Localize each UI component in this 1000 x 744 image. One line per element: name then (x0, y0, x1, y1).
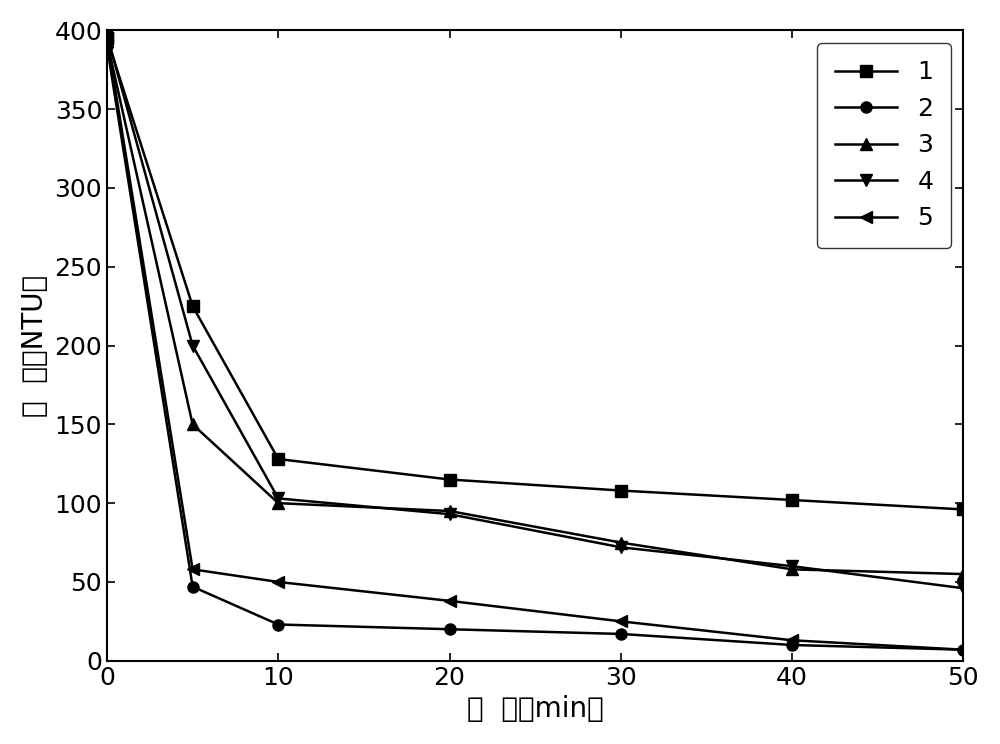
1 (444, 475, 456, 484)
3 (957, 570, 969, 579)
Line: 4: 4 (101, 30, 969, 594)
3 (615, 538, 627, 547)
1 (187, 301, 199, 310)
Line: 5: 5 (101, 33, 969, 655)
2 (101, 42, 113, 51)
3 (444, 507, 456, 516)
4 (957, 584, 969, 593)
2 (786, 641, 798, 650)
3 (187, 420, 199, 429)
4 (272, 494, 284, 503)
2 (957, 645, 969, 654)
5 (187, 565, 199, 574)
5 (444, 597, 456, 606)
2 (444, 625, 456, 634)
4 (187, 341, 199, 350)
2 (272, 620, 284, 629)
Line: 3: 3 (101, 36, 969, 580)
3 (786, 565, 798, 574)
2 (187, 583, 199, 591)
5 (101, 33, 113, 42)
1 (957, 505, 969, 514)
1 (272, 455, 284, 464)
Line: 1: 1 (101, 33, 969, 515)
1 (786, 496, 798, 504)
3 (101, 37, 113, 46)
5 (615, 617, 627, 626)
X-axis label: 时  间（min）: 时 间（min） (467, 695, 604, 723)
4 (101, 31, 113, 39)
4 (444, 510, 456, 519)
4 (615, 543, 627, 552)
Legend: 1, 2, 3, 4, 5: 1, 2, 3, 4, 5 (817, 43, 951, 248)
1 (615, 486, 627, 495)
Line: 2: 2 (101, 40, 969, 655)
Y-axis label: 浊  度（NTU）: 浊 度（NTU） (21, 275, 49, 417)
5 (272, 577, 284, 586)
5 (786, 636, 798, 645)
5 (957, 645, 969, 654)
4 (786, 562, 798, 571)
2 (615, 629, 627, 638)
3 (272, 498, 284, 507)
1 (101, 33, 113, 42)
